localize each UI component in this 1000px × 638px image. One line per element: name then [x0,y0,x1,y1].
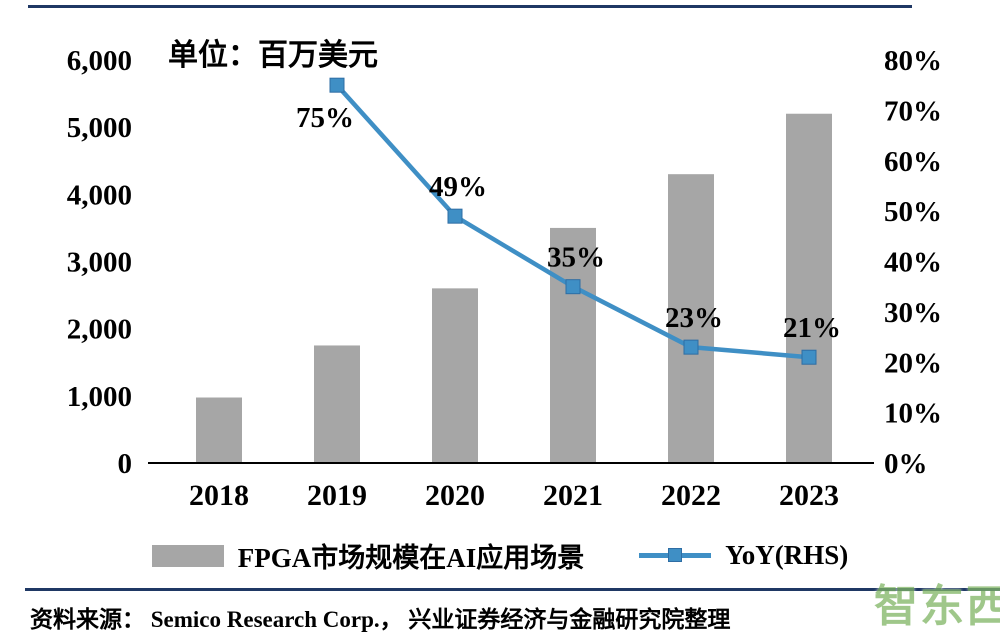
right-axis-tick: 50% [884,196,942,228]
right-axis-tick: 0% [884,448,928,480]
right-axis-tick: 60% [884,146,942,178]
left-axis-tick: 3,000 [67,247,132,279]
top-border-line [28,5,912,8]
fpga-market-chart: 0 1,000 2,000 3,000 4,000 5,000 6,000 0% 10% 20% 3… [67,45,942,512]
right-axis-tick: 70% [884,95,942,127]
bar-series-label: FPGA市场规模在AI应用场景 [237,543,585,573]
x-axis-label: 2022 [661,479,721,512]
yoy-marker-2022 [683,339,699,355]
left-axis-tick: 0 [118,448,133,480]
yoy-data-label: 23% [665,302,723,334]
legend-item-bar-series: FPGA市场规模在AI应用场景 [151,536,585,575]
x-axis-label: 2019 [307,479,367,512]
yoy-marker-2021 [565,279,581,295]
watermark: 智东西 [874,582,1000,631]
chart-legend: FPGA市场规模在AI应用场景 YoY(RHS) [0,536,1000,575]
bar-2019 [314,345,360,463]
line-series-swatch [639,548,712,562]
left-axis-tick: 2,000 [67,314,132,346]
bar-2021 [550,227,596,463]
yoy-data-label: 35% [547,242,605,274]
line-series-label: YoY(RHS) [725,540,849,570]
yoy-marker-2023 [801,349,817,365]
bar-series-swatch [151,544,224,567]
x-axis-label: 2018 [189,479,249,512]
x-axis-label: 2020 [425,479,485,512]
yoy-marker-2020 [447,208,463,224]
unit-label: 单位：百万美元 [168,39,378,72]
bar-2022 [668,174,714,463]
line-series-marker-icon [668,548,683,562]
right-axis-tick: 10% [884,398,942,430]
right-axis-tick: 20% [884,347,942,379]
yoy-data-label: 21% [783,312,841,344]
yoy-data-label: 49% [429,171,487,203]
left-axis-tick: 6,000 [67,45,132,77]
left-axis-tick: 1,000 [67,381,132,413]
footer-divider-line [25,588,1000,591]
bar-2020 [432,288,478,463]
x-axis-label: 2021 [543,479,603,512]
right-axis-tick: 40% [884,247,942,279]
x-axis-label: 2023 [779,479,839,512]
right-axis-tick: 30% [884,297,942,329]
yoy-marker-2019 [329,77,345,93]
yoy-data-label: 75% [296,102,354,134]
bar-2018 [196,397,242,463]
legend-item-line-series: YoY(RHS) [639,540,848,571]
source-note: 资料来源： Semico Research Corp.， 兴业证券经济与金融研究… [30,607,731,632]
bar-2023 [786,113,832,463]
right-axis-tick: 80% [884,45,942,77]
left-axis-tick: 4,000 [67,179,132,211]
left-axis-tick: 5,000 [67,112,132,144]
